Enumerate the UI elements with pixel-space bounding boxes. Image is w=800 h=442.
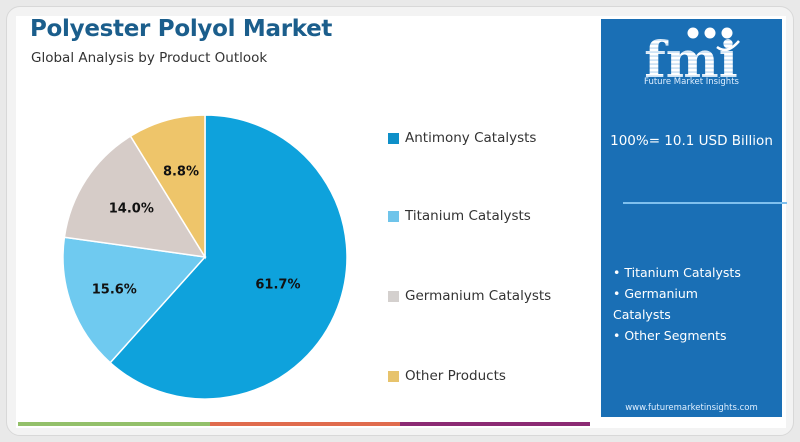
website-url: www.futuremarketinsights.com	[625, 403, 758, 413]
pie-chart	[62, 114, 348, 400]
legend-item-titanium: Titanium Catalysts	[388, 208, 531, 224]
sidebar-divider	[623, 202, 787, 204]
pie-slice	[129, 114, 206, 260]
segment-item: • Titanium Catalysts	[613, 265, 741, 280]
page-title: Polyester Polyol Market	[30, 16, 333, 42]
page-subtitle: Global Analysis by Product Outlook	[31, 50, 268, 66]
legend-item-antimony: Antimony Catalysts	[388, 130, 536, 146]
pie-slice-label: 8.8%	[162, 164, 200, 180]
segment-item: • Germanium	[613, 286, 698, 301]
legend-label: Titanium Catalysts	[405, 208, 531, 224]
segment-list: • Titanium Catalysts • Germanium Catalys…	[613, 262, 778, 346]
pie-slice	[62, 236, 207, 364]
info-sidebar: fmi Future Market Insights 100%= 10.1 US…	[601, 19, 787, 417]
pie-slice-label: 15.6%	[91, 282, 137, 298]
footer-stripe-green	[18, 422, 210, 426]
segment-item: Catalysts	[613, 307, 671, 322]
legend-swatch	[388, 290, 399, 302]
legend-swatch	[388, 210, 399, 222]
legend-label: Germanium Catalysts	[405, 288, 552, 304]
legend-label: Other Products	[405, 368, 506, 384]
legend-swatch	[388, 132, 399, 144]
pie-slice-label: 61.7%	[255, 277, 301, 293]
pie-slice	[63, 135, 207, 258]
legend-item-other: Other Products	[388, 368, 506, 384]
footer-stripe-orange	[210, 422, 400, 426]
legend-item-germanium: Germanium Catalysts	[388, 288, 551, 304]
market-total: 100%= 10.1 USD Billion	[610, 133, 773, 149]
legend-swatch	[388, 370, 399, 382]
segment-item: • Other Segments	[613, 328, 727, 343]
logo-caption: Future Market Insights	[644, 77, 739, 87]
footer-stripe-purple	[400, 422, 590, 426]
svg-text:fmi: fmi	[644, 30, 737, 89]
pie-slice	[109, 114, 348, 400]
pie-slice-label: 14.0%	[108, 201, 154, 217]
fmi-logo-icon: fmi	[644, 27, 740, 89]
legend-label: Antimony Catalysts	[405, 130, 537, 146]
